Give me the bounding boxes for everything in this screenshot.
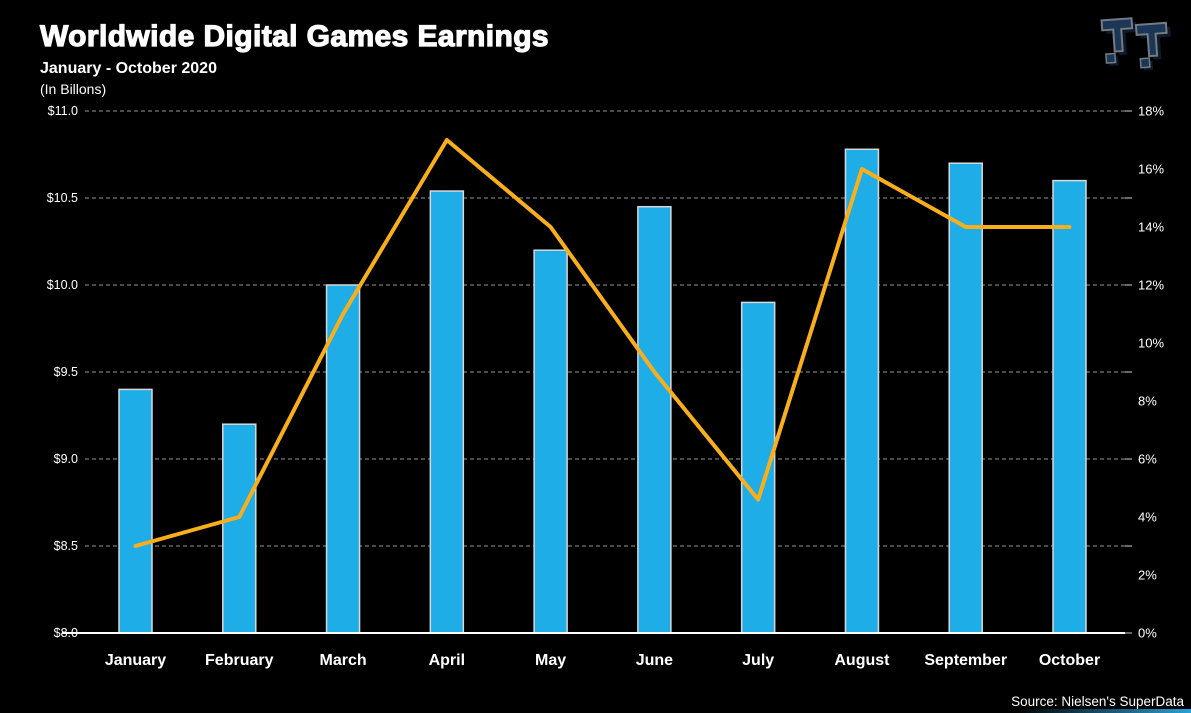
bar-september	[948, 162, 983, 634]
right-axis-label: 6%	[1138, 452, 1157, 467]
month-label-july: July	[742, 652, 774, 669]
month-label-january: January	[105, 652, 166, 669]
bar-april	[429, 190, 465, 634]
left-axis-label: $9.5	[54, 365, 78, 379]
right-axis-label: 16%	[1138, 162, 1164, 177]
right-axis-label: 8%	[1138, 394, 1157, 409]
month-label-april: April	[429, 652, 465, 669]
left-axis-label: $8.5	[54, 539, 78, 553]
right-axis-label: 2%	[1138, 568, 1157, 583]
right-axis-label: 14%	[1138, 220, 1164, 235]
left-axis-label: $11.0	[48, 104, 78, 118]
bottom-accent-strip	[1016, 709, 1191, 713]
units-note: (In Billons)	[40, 81, 107, 97]
month-label-may: May	[535, 652, 566, 669]
tweaktown-logo	[1100, 17, 1171, 71]
left-axis-label: $9.0	[54, 452, 78, 466]
month-label-february: February	[205, 652, 274, 669]
page-subtitle: January - October 2020	[40, 60, 217, 77]
month-label-march: March	[319, 652, 366, 669]
source-credit: Source: Nielsen's SuperData	[1011, 694, 1184, 709]
left-axis-label: $10.5	[47, 191, 78, 205]
month-label-august: August	[834, 652, 890, 669]
month-label-september: September	[924, 652, 1007, 669]
right-axis-label: 0%	[1138, 626, 1157, 641]
bar-june	[637, 205, 672, 634]
bar-january	[118, 388, 153, 634]
month-label-june: June	[636, 652, 673, 669]
bar-august	[844, 148, 880, 634]
month-label-october: October	[1039, 652, 1100, 669]
page-title: Worldwide Digital Games Earnings	[39, 19, 550, 53]
growth-line	[133, 138, 1072, 548]
bar-may	[533, 249, 568, 634]
bar-february	[222, 423, 257, 634]
logo-letters-TT	[1100, 17, 1171, 71]
right-axis-label: 18%	[1138, 104, 1164, 119]
bar-october	[1052, 179, 1087, 634]
left-axis-label: $10.0	[47, 278, 78, 292]
right-axis-label: 10%	[1138, 336, 1164, 351]
right-axis-label: 4%	[1138, 510, 1157, 525]
right-axis-label: 12%	[1138, 278, 1164, 293]
